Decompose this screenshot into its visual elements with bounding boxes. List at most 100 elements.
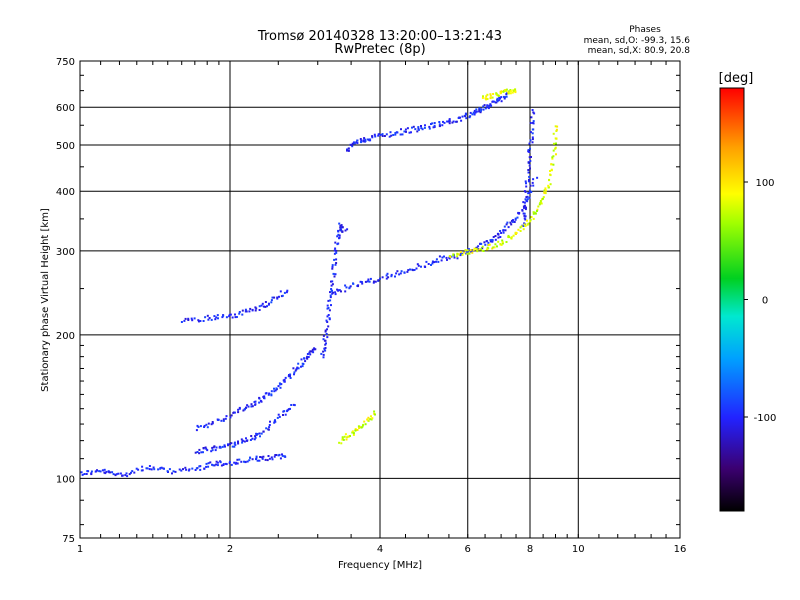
data-point bbox=[334, 263, 337, 266]
data-point bbox=[296, 366, 299, 369]
data-point bbox=[485, 95, 488, 98]
data-point bbox=[337, 289, 340, 292]
data-point bbox=[220, 419, 223, 422]
data-point bbox=[514, 90, 517, 93]
data-point bbox=[370, 418, 373, 421]
data-point bbox=[203, 424, 206, 427]
data-point bbox=[536, 176, 539, 179]
data-point bbox=[497, 236, 500, 239]
data-point bbox=[435, 260, 437, 263]
data-point bbox=[457, 117, 460, 119]
data-point bbox=[182, 468, 184, 471]
data-point bbox=[338, 236, 341, 239]
data-point bbox=[215, 463, 218, 466]
data-point bbox=[215, 446, 218, 449]
data-point bbox=[213, 445, 216, 448]
data-point bbox=[195, 467, 198, 470]
x-tick-label: 16 bbox=[674, 544, 687, 555]
data-point bbox=[146, 467, 149, 470]
data-point bbox=[525, 196, 528, 199]
data-point bbox=[367, 278, 370, 281]
data-point bbox=[324, 329, 327, 332]
data-point bbox=[417, 126, 420, 129]
data-point bbox=[260, 432, 263, 435]
data-point bbox=[399, 133, 402, 136]
data-point bbox=[141, 465, 144, 468]
data-point bbox=[180, 321, 183, 323]
data-point bbox=[529, 220, 532, 223]
data-point bbox=[534, 212, 537, 215]
y-axis-label: Stationary phase Virtual Height [km] bbox=[40, 208, 51, 392]
data-point bbox=[377, 134, 380, 137]
data-point bbox=[392, 134, 395, 136]
data-point bbox=[248, 459, 251, 462]
data-point bbox=[322, 353, 325, 356]
data-point bbox=[347, 147, 350, 150]
data-point bbox=[203, 467, 206, 470]
data-point bbox=[531, 141, 534, 144]
data-point bbox=[553, 142, 555, 145]
data-point bbox=[410, 131, 412, 134]
data-point bbox=[137, 468, 140, 471]
data-point bbox=[481, 245, 484, 248]
data-point bbox=[255, 456, 258, 459]
data-point bbox=[295, 368, 298, 371]
data-point bbox=[254, 403, 257, 406]
data-point bbox=[523, 222, 526, 225]
data-point bbox=[369, 139, 372, 142]
data-point bbox=[259, 456, 262, 458]
data-point bbox=[270, 301, 273, 304]
data-point bbox=[479, 111, 482, 114]
data-point bbox=[356, 142, 359, 144]
data-point bbox=[525, 182, 527, 185]
data-point bbox=[328, 318, 331, 321]
data-point bbox=[344, 433, 347, 436]
data-point bbox=[427, 263, 430, 265]
data-point bbox=[467, 248, 470, 251]
data-point bbox=[547, 186, 550, 189]
data-point bbox=[460, 253, 462, 256]
data-point bbox=[441, 256, 444, 259]
data-point bbox=[363, 420, 366, 423]
data-point bbox=[511, 91, 514, 94]
data-point bbox=[445, 256, 448, 259]
data-point bbox=[420, 125, 422, 127]
data-point bbox=[481, 96, 484, 99]
data-point bbox=[413, 269, 416, 271]
data-point bbox=[544, 187, 547, 190]
data-point bbox=[531, 136, 534, 139]
data-point bbox=[354, 428, 357, 431]
data-point bbox=[529, 160, 532, 162]
data-point bbox=[512, 89, 515, 92]
data-point bbox=[381, 135, 384, 137]
data-point bbox=[408, 131, 411, 134]
data-point bbox=[261, 302, 264, 305]
data-point bbox=[278, 295, 280, 298]
data-point bbox=[258, 432, 261, 435]
y-tick-label: 300 bbox=[56, 247, 75, 258]
data-point bbox=[322, 356, 325, 359]
data-point bbox=[327, 307, 330, 309]
data-point bbox=[290, 404, 293, 406]
data-point bbox=[515, 232, 518, 234]
data-point bbox=[360, 426, 363, 429]
data-point bbox=[207, 465, 210, 468]
data-point bbox=[280, 383, 283, 386]
data-point bbox=[403, 130, 406, 133]
data-point bbox=[345, 286, 348, 289]
data-point bbox=[307, 356, 310, 358]
data-point bbox=[309, 353, 312, 356]
data-point bbox=[417, 128, 420, 131]
data-point bbox=[312, 351, 315, 354]
data-point bbox=[219, 446, 222, 449]
data-point bbox=[507, 91, 510, 94]
data-point bbox=[248, 310, 251, 313]
legend-line-x: mean, sd,X: 80.9, 20.8 bbox=[588, 46, 691, 56]
data-point bbox=[251, 437, 254, 440]
data-point bbox=[366, 418, 369, 421]
data-point bbox=[469, 115, 472, 118]
data-point bbox=[246, 404, 249, 407]
data-point bbox=[473, 247, 476, 250]
data-point bbox=[289, 407, 291, 410]
data-point bbox=[277, 454, 280, 457]
